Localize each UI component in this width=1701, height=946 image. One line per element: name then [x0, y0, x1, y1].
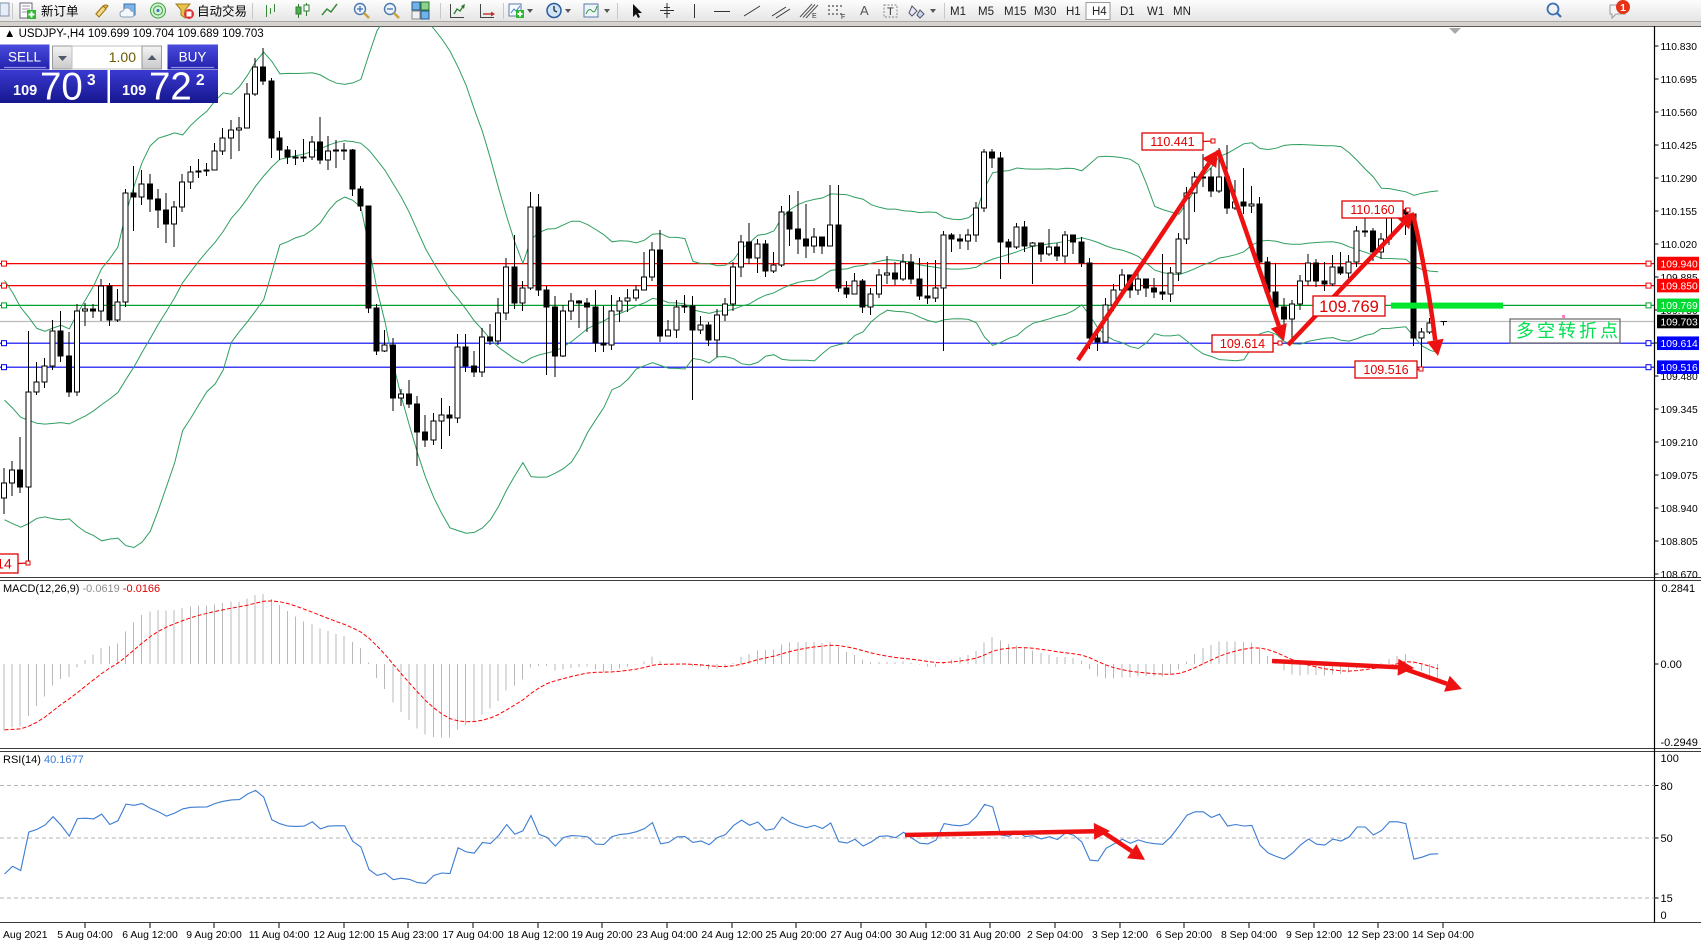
- svg-text:108.670: 108.670: [1661, 570, 1698, 581]
- svg-text:110.290: 110.290: [1661, 174, 1698, 185]
- svg-text:M30: M30: [1034, 6, 1056, 18]
- svg-text:109.769: 109.769: [1661, 301, 1698, 312]
- svg-text:109.885: 109.885: [1661, 273, 1698, 284]
- svg-text:M1: M1: [950, 6, 966, 18]
- svg-text:109.703: 109.703: [1661, 317, 1698, 328]
- svg-text:M15: M15: [1004, 6, 1026, 18]
- svg-text:0.2841: 0.2841: [1662, 583, 1696, 595]
- svg-text:27 Aug 04:00: 27 Aug 04:00: [830, 930, 891, 941]
- svg-text:15: 15: [1661, 893, 1673, 905]
- svg-text:109.614: 109.614: [1661, 339, 1698, 350]
- svg-text:0.00: 0.00: [1661, 659, 1682, 671]
- svg-text:MN: MN: [1173, 6, 1191, 18]
- svg-text:0: 0: [1661, 910, 1667, 922]
- svg-text:Aug 2021: Aug 2021: [3, 930, 48, 941]
- svg-text:108.940: 108.940: [1661, 504, 1698, 515]
- svg-text:110.560: 110.560: [1661, 108, 1698, 119]
- svg-text:MACD(12,26,9) -0.0619 -0.0166: MACD(12,26,9) -0.0619 -0.0166: [3, 583, 160, 595]
- svg-text:多空转折点: 多空转折点: [1516, 321, 1621, 341]
- svg-text:110.160: 110.160: [1350, 203, 1394, 217]
- svg-text:▲ USDJPY-,H4 109.699 109.704: ▲ USDJPY-,H4 109.699 109.704 109.689 109…: [4, 28, 264, 40]
- svg-text:11 Aug 04:00: 11 Aug 04:00: [249, 930, 310, 941]
- svg-text:6 Aug 12:00: 6 Aug 12:00: [122, 930, 178, 941]
- svg-text:9 Aug 20:00: 9 Aug 20:00: [186, 930, 242, 941]
- svg-text:T: T: [887, 6, 894, 18]
- svg-text:8 Sep 04:00: 8 Sep 04:00: [1221, 930, 1277, 941]
- svg-text:15 Aug 23:00: 15 Aug 23:00: [377, 930, 438, 941]
- svg-text:109.940: 109.940: [1661, 259, 1698, 270]
- svg-text:5 Aug 04:00: 5 Aug 04:00: [57, 930, 113, 941]
- svg-text:30 Aug 12:00: 30 Aug 12:00: [895, 930, 956, 941]
- svg-text:17 Aug 04:00: 17 Aug 04:00: [442, 930, 503, 941]
- svg-text:2 Sep 04:00: 2 Sep 04:00: [1027, 930, 1083, 941]
- svg-text:W1: W1: [1147, 6, 1164, 18]
- svg-text:109.516: 109.516: [1661, 363, 1698, 374]
- svg-text:9 Sep 12:00: 9 Sep 12:00: [1286, 930, 1342, 941]
- svg-text:110.425: 110.425: [1661, 141, 1698, 152]
- svg-text:3 Sep 12:00: 3 Sep 12:00: [1092, 930, 1148, 941]
- svg-text:12 Sep 23:00: 12 Sep 23:00: [1347, 930, 1409, 941]
- svg-text:109: 109: [122, 83, 146, 99]
- svg-text:80: 80: [1661, 781, 1673, 793]
- svg-text:BUY: BUY: [179, 50, 207, 65]
- svg-text:6 Sep 20:00: 6 Sep 20:00: [1156, 930, 1212, 941]
- svg-text:A: A: [860, 3, 869, 18]
- svg-text:25 Aug 20:00: 25 Aug 20:00: [765, 930, 826, 941]
- svg-text:1: 1: [1620, 2, 1626, 14]
- svg-text:109.516: 109.516: [1363, 363, 1408, 377]
- svg-text:109.769: 109.769: [1319, 298, 1379, 316]
- svg-text:100: 100: [1661, 753, 1679, 765]
- svg-text:109.614: 109.614: [1220, 337, 1265, 351]
- svg-text:110.020: 110.020: [1661, 240, 1698, 251]
- svg-text:1.00: 1.00: [109, 49, 136, 65]
- svg-text:14 Sep 04:00: 14 Sep 04:00: [1412, 930, 1474, 941]
- svg-text:109.345: 109.345: [1661, 405, 1698, 416]
- svg-text:H1: H1: [1066, 6, 1081, 18]
- svg-text:24 Aug 12:00: 24 Aug 12:00: [701, 930, 762, 941]
- svg-text:31 Aug 20:00: 31 Aug 20:00: [959, 930, 1020, 941]
- svg-text:H4: H4: [1092, 6, 1107, 18]
- svg-text:50: 50: [1661, 833, 1673, 845]
- svg-text:109.480: 109.480: [1661, 372, 1698, 383]
- svg-text:14: 14: [0, 556, 12, 572]
- svg-text:109.850: 109.850: [1661, 281, 1698, 292]
- svg-text:23 Aug 04:00: 23 Aug 04:00: [636, 930, 697, 941]
- svg-text:110.695: 110.695: [1661, 75, 1698, 86]
- svg-text:-0.2949: -0.2949: [1661, 737, 1698, 749]
- svg-text:72: 72: [149, 66, 192, 109]
- svg-text:自动交易: 自动交易: [197, 4, 247, 19]
- svg-text:19 Aug 20:00: 19 Aug 20:00: [571, 930, 632, 941]
- svg-text:18 Aug 12:00: 18 Aug 12:00: [507, 930, 568, 941]
- svg-text:2: 2: [196, 72, 205, 89]
- svg-text:RSI(14) 40.1677: RSI(14) 40.1677: [3, 754, 84, 766]
- svg-text:12 Aug 12:00: 12 Aug 12:00: [313, 930, 374, 941]
- svg-text:110.155: 110.155: [1661, 207, 1698, 218]
- svg-text:70: 70: [40, 66, 83, 109]
- svg-text:109: 109: [13, 83, 37, 99]
- svg-text:E: E: [812, 13, 817, 20]
- svg-text:110.830: 110.830: [1661, 42, 1698, 53]
- svg-text:新订单: 新订单: [41, 4, 79, 19]
- svg-text:109.075: 109.075: [1661, 471, 1698, 482]
- svg-text:M5: M5: [978, 6, 994, 18]
- svg-text:SELL: SELL: [8, 50, 42, 65]
- svg-text:109.210: 109.210: [1661, 438, 1698, 449]
- svg-text:3: 3: [87, 72, 96, 89]
- svg-text:D1: D1: [1120, 6, 1135, 18]
- svg-text:108.805: 108.805: [1661, 537, 1698, 548]
- svg-text:110.441: 110.441: [1150, 135, 1194, 149]
- svg-text:F: F: [841, 14, 845, 21]
